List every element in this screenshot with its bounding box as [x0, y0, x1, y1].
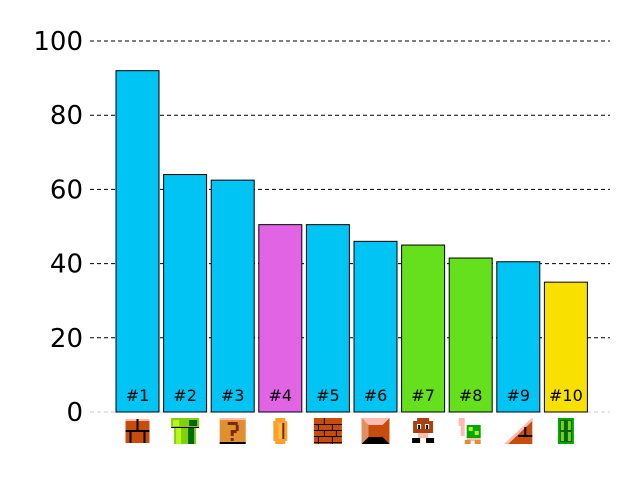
bar — [258, 224, 303, 413]
bar — [401, 244, 446, 413]
bar-rank-label: #10 — [549, 386, 583, 405]
y-axis: 0 20 40 60 80 100 — [33, 27, 83, 428]
y-tick-label: 0 — [66, 398, 83, 428]
coin-icon — [273, 418, 288, 444]
y-tick-label: 20 — [50, 324, 83, 354]
slope-icon — [504, 418, 533, 444]
bar — [496, 261, 541, 413]
koopa-icon — [458, 418, 481, 444]
door-icon — [557, 418, 574, 444]
y-tick-label: 80 — [50, 101, 83, 131]
warp-pipe-icon — [171, 418, 200, 444]
bar — [543, 281, 588, 413]
bar-rank-label: #8 — [459, 386, 483, 405]
brick-block-icon — [313, 418, 342, 444]
bar — [163, 174, 208, 413]
question-block-icon — [219, 418, 246, 444]
goomba-icon — [412, 418, 435, 443]
bar-rank-label: #7 — [411, 386, 435, 405]
category-icons — [125, 418, 574, 444]
stair-block-icon — [125, 419, 150, 443]
hard-block-icon — [361, 418, 390, 444]
bar-rank-label: #4 — [269, 386, 293, 405]
bar — [448, 257, 493, 413]
bar — [353, 240, 398, 413]
y-tick-label: 60 — [50, 175, 83, 205]
bars — [115, 70, 588, 413]
bar — [210, 179, 255, 413]
bar — [115, 70, 160, 413]
y-tick-label: 100 — [33, 27, 83, 57]
bar-labels: #1 #2 #3 #4 #5 #6 #7 #8 #9 #10 — [126, 386, 583, 405]
bar-rank-label: #9 — [507, 386, 531, 405]
y-tick-label: 40 — [50, 250, 83, 280]
bar-rank-label: #2 — [173, 386, 197, 405]
bar-rank-label: #3 — [221, 386, 245, 405]
bar-rank-label: #1 — [126, 386, 150, 405]
bar — [305, 224, 350, 413]
bar-rank-label: #6 — [364, 386, 388, 405]
bar-rank-label: #5 — [316, 386, 340, 405]
